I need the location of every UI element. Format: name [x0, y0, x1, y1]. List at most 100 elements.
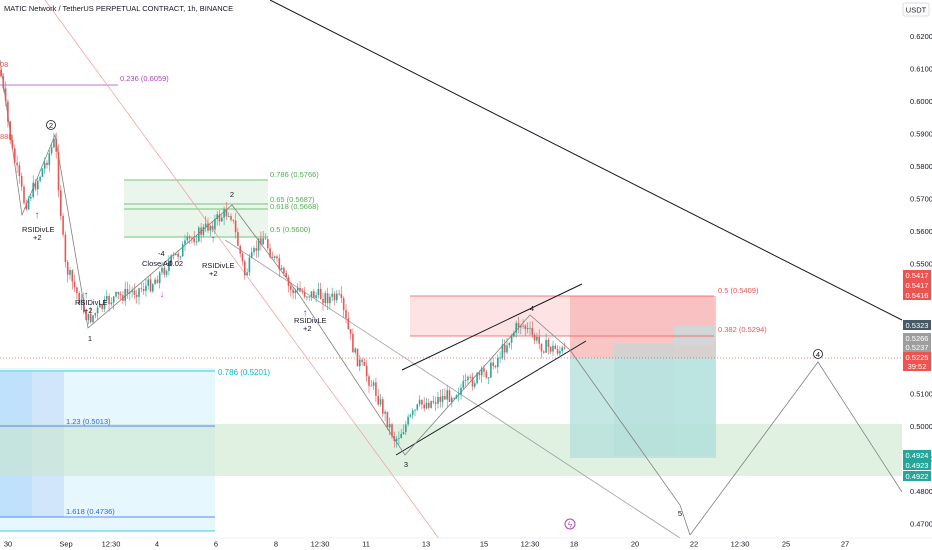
candle-body [170, 255, 172, 263]
candle-body [386, 411, 389, 428]
svg-text:↑: ↑ [211, 234, 216, 245]
event-icon[interactable] [564, 518, 576, 530]
candle-body [0, 70, 2, 77]
candle-body [41, 168, 44, 177]
candle-body [221, 217, 223, 222]
candle-body [310, 291, 313, 298]
candle-body [384, 411, 386, 414]
candle-body [363, 362, 366, 366]
wave-label-circled-4: 4 [816, 350, 820, 359]
candle-body [246, 272, 248, 276]
green-fib-zone [124, 180, 268, 237]
candle-body [186, 236, 189, 241]
candle-body [103, 299, 106, 309]
time-axis-bg [0, 538, 932, 550]
candle-body [106, 296, 108, 300]
candle-body [464, 380, 467, 382]
candle-body [379, 399, 382, 405]
candle-body [474, 383, 476, 387]
candle-body [526, 327, 529, 330]
price-tag [903, 280, 931, 290]
candle-body [382, 399, 384, 414]
candle-body [556, 349, 559, 354]
currency-badge[interactable] [902, 2, 930, 17]
candle-body [375, 382, 377, 396]
candle-body [370, 385, 373, 387]
candle-body [165, 270, 168, 275]
candle-body [276, 256, 278, 259]
candle-body [559, 351, 561, 354]
lightning-icon: ϟ [568, 521, 573, 530]
candle-body [421, 399, 423, 405]
candle-body [460, 387, 462, 395]
candle-body [492, 362, 494, 366]
price-tick-label: 0.5000 [910, 422, 932, 431]
candle-body [158, 272, 161, 284]
svg-text:↑: ↑ [84, 290, 89, 301]
candle-body [487, 377, 490, 379]
time-tick-label: 12:30 [731, 540, 750, 549]
svg-text:↓: ↓ [160, 289, 165, 300]
candle-body [43, 162, 46, 169]
candle-body [549, 346, 552, 352]
candle-body [538, 336, 540, 344]
candle-body [163, 267, 166, 275]
time-tick-label: 8 [274, 540, 278, 549]
candle-body [253, 248, 255, 253]
candle-body [89, 313, 92, 323]
candle-body [515, 323, 517, 333]
candle-body [66, 261, 69, 275]
candle-body [448, 390, 451, 402]
time-axis[interactable]: 30 Sep 12:30 4 6 8 12:30 11 13 15 12:30 18 20 22 12:30… [4, 540, 849, 549]
candle-body [264, 238, 267, 240]
candle-body [533, 334, 536, 341]
fib-label-0382-red: 0.382 (0.5294) [718, 325, 767, 334]
candle-body [198, 227, 200, 242]
candle-body [303, 292, 306, 297]
candle-body [112, 296, 115, 303]
candle-body [398, 438, 400, 439]
time-tick-label: 18 [570, 540, 578, 549]
candle-body [48, 153, 51, 166]
time-tick-label: 12:30 [521, 540, 540, 549]
candle-body [230, 216, 232, 220]
price-tags: 0.54170.54170.54160.53230.52660.52370.52… [903, 270, 931, 481]
candle-body [451, 397, 453, 402]
candle-body [204, 223, 207, 227]
candle-body [175, 253, 177, 256]
candle-body [490, 362, 492, 378]
time-tick-label: 13 [422, 540, 430, 549]
candle-body [14, 148, 16, 163]
signal-labels: ↑ RSIDivLE +2 ↑ RSIDivLE +2 ↑ RSIDivLE +… [22, 210, 327, 333]
candle-body [513, 332, 515, 337]
price-tick-label: 0.5900 [910, 130, 932, 139]
time-tick-label: 4 [155, 540, 159, 549]
candle-body [149, 279, 152, 292]
candle-body [462, 381, 465, 388]
candle-body [76, 287, 78, 294]
candle-body [101, 304, 103, 309]
candle-body [64, 234, 67, 262]
time-tick-label: 20 [631, 540, 639, 549]
candle-body [301, 291, 304, 293]
candle-body [55, 138, 57, 152]
candle-body [23, 186, 25, 204]
candle-body [416, 404, 419, 410]
fib-label-065-green: 0.65 (0.5687) [270, 195, 315, 204]
candle-body [455, 395, 458, 399]
signal-close-all-value: -0.02 [166, 259, 183, 268]
candle-body [508, 342, 511, 346]
candle-body [391, 424, 393, 437]
candle-body [255, 248, 258, 251]
price-tag-label: 0.5237 [906, 343, 929, 352]
candle-body [161, 267, 163, 273]
candle-body [39, 176, 41, 181]
time-tick-label: 11 [362, 540, 370, 549]
candle-body [248, 257, 251, 273]
candle-body [407, 416, 409, 425]
candle-body [423, 404, 425, 409]
candle-body [349, 328, 352, 334]
candle-body [232, 219, 235, 221]
